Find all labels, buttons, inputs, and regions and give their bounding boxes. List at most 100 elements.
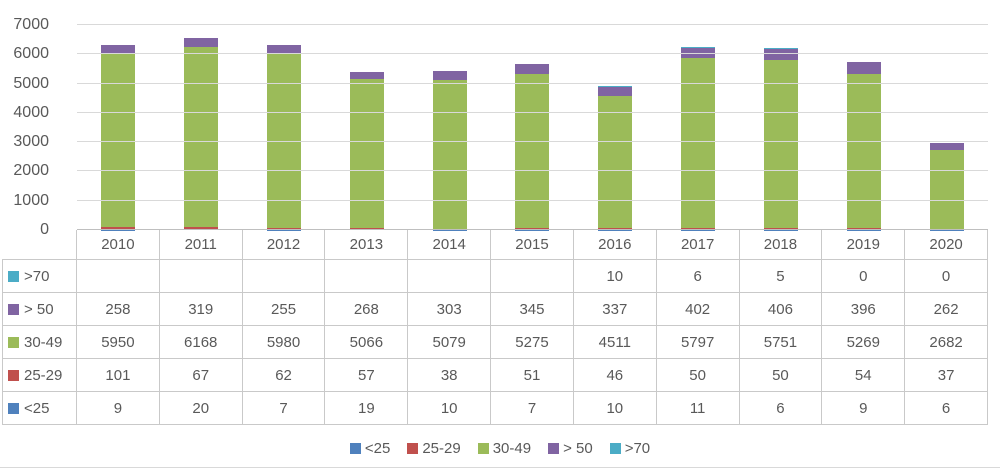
legend-item-gt-50: > 50 — [548, 440, 593, 457]
bar-segment-gt-50-2020 — [929, 142, 964, 151]
cell-30-49-2018: 5751 — [739, 326, 823, 359]
year-cell-2018: 2018 — [739, 230, 823, 260]
cell-gt-70-2017: 6 — [656, 260, 740, 293]
series-swatch-gt-70 — [8, 270, 19, 282]
bar-slot-2015 — [491, 25, 574, 230]
bar-segment-30-49-2016 — [598, 96, 633, 229]
cell-lt-25-2012: 7 — [242, 392, 326, 425]
table-row-25-29: 25-29 101 67 62 57 38 51 46 50 50 54 37 — [2, 359, 988, 392]
bar-segment-gt-50-2013 — [349, 71, 384, 80]
row-header-gt-70: >70 — [2, 260, 77, 293]
y-tick-label-0: 0 — [40, 221, 49, 238]
table-row-gt-70: >70 10 6 5 0 0 — [2, 260, 988, 293]
cell-gt-50-2019: 396 — [822, 293, 906, 326]
bar-segment-25-29-2013 — [349, 227, 384, 230]
bar-segment-gt-50-2014 — [432, 71, 467, 80]
table-row-30-49: 30-49 5950 6168 5980 5066 5079 5275 4511 5797 575… — [2, 326, 988, 359]
bar-segment-30-49-2018 — [763, 59, 798, 229]
row-header-30-49: 30-49 — [2, 326, 77, 359]
bar-segment-25-29-2017 — [681, 228, 716, 230]
table-corner-cell — [2, 230, 77, 260]
y-tick-label-3000: 3000 — [13, 133, 49, 151]
cell-gt-70-2015 — [491, 260, 574, 293]
gridline-4000 — [77, 111, 988, 113]
table-body: >70 10 6 5 0 0 > 50 258 319 255 268 303 345 337 402 406… — [2, 260, 988, 425]
y-tick-label-6000: 6000 — [13, 45, 49, 63]
bar-slot-2012 — [243, 25, 326, 230]
bar-segment-gt-50-2012 — [267, 45, 302, 53]
cell-gt-70-2018: 5 — [739, 260, 823, 293]
gridline-5000 — [77, 82, 988, 84]
bar-2019 — [846, 25, 881, 230]
gridline-1000 — [77, 199, 988, 201]
y-tick-label-5000: 5000 — [13, 74, 49, 92]
bar-2015 — [515, 25, 550, 230]
series-swatch-30-49 — [8, 336, 19, 348]
cell-gt-50-2018: 406 — [739, 293, 823, 326]
table-year-row: 2010 2011 2012 2013 2014 2015 2016 2017 2018 2019… — [2, 230, 988, 260]
cell-gt-50-2011: 319 — [159, 293, 243, 326]
gridline-7000 — [77, 24, 988, 25]
bar-2011 — [184, 25, 219, 230]
cell-lt-25-2011: 20 — [159, 392, 243, 425]
cell-25-29-2019: 54 — [822, 359, 906, 392]
year-cell-2015: 2015 — [491, 230, 574, 260]
row-label-30-49: 30-49 — [24, 333, 63, 351]
cell-25-29-2017: 50 — [656, 359, 740, 392]
legend-item-30-49: 30-49 — [477, 439, 532, 457]
cell-30-49-2014: 5079 — [408, 326, 492, 359]
legend-item-25-29: 25-29 — [407, 440, 461, 457]
y-axis-labels: 0 1000 2000 3000 4000 5000 6000 7000 — [0, 17, 63, 238]
year-cell-2011: 2011 — [159, 230, 243, 260]
bar-2012 — [267, 25, 302, 230]
row-label-lt-25: <25 — [24, 399, 50, 417]
cell-25-29-2011: 67 — [159, 359, 243, 392]
cell-25-29-2020: 37 — [905, 359, 988, 392]
legend-label-30-49: 30-49 — [492, 439, 532, 457]
bar-segment-30-49-2012 — [267, 52, 302, 228]
cell-gt-70-2020: 0 — [905, 260, 988, 293]
cell-30-49-2013: 5066 — [325, 326, 409, 359]
cell-lt-25-2015: 7 — [491, 392, 574, 425]
year-cell-2017: 2017 — [656, 230, 740, 260]
bar-segment-25-29-2011 — [184, 227, 219, 230]
bar-slot-2011 — [160, 25, 243, 230]
cell-lt-25-2018: 6 — [739, 392, 823, 425]
legend-swatch-gt-70 — [609, 442, 621, 454]
cell-25-29-2014: 38 — [408, 359, 492, 392]
cell-25-29-2010: 101 — [77, 359, 160, 392]
bar-slot-2020 — [905, 25, 988, 230]
gridline-3000 — [77, 141, 988, 143]
legend-label-gt-50: > 50 — [563, 439, 593, 457]
bar-slot-2019 — [822, 25, 905, 230]
bar-segment-gt-50-2010 — [101, 44, 136, 53]
bar-segment-gt-50-2019 — [846, 62, 881, 74]
legend-label-gt-70: >70 — [624, 439, 651, 457]
bar-segment-30-49-2014 — [432, 79, 467, 229]
cell-25-29-2013: 57 — [325, 359, 409, 392]
cell-gt-70-2016: 10 — [573, 260, 657, 293]
bar-segment-30-49-2011 — [184, 46, 219, 228]
series-swatch-gt-50 — [8, 303, 19, 315]
legend-item-gt-70: >70 — [609, 439, 651, 457]
row-label-25-29: 25-29 — [24, 366, 63, 384]
row-label-gt-70: >70 — [24, 267, 50, 285]
cell-gt-70-2013 — [325, 260, 409, 293]
cell-gt-50-2012: 255 — [242, 293, 326, 326]
table-row-gt-50: > 50 258 319 255 268 303 345 337 402 406 396 262 — [2, 293, 988, 326]
year-cell-2012: 2012 — [242, 230, 326, 260]
cell-gt-50-2017: 402 — [656, 293, 740, 326]
legend-item-lt-25: <25 — [349, 440, 390, 457]
cell-lt-25-2017: 11 — [656, 392, 740, 425]
row-header-lt-25: <25 — [2, 392, 77, 425]
bar-slot-2010 — [77, 25, 160, 230]
data-table: 2010 2011 2012 2013 2014 2015 2016 2017 2018 2019… — [2, 230, 988, 425]
gridline-0 — [77, 229, 988, 230]
gridline-6000 — [77, 53, 988, 55]
cell-lt-25-2010: 9 — [77, 392, 160, 425]
cell-30-49-2020: 2682 — [905, 326, 988, 359]
cell-30-49-2015: 5275 — [491, 326, 574, 359]
cell-gt-70-2014 — [408, 260, 492, 293]
gridline-2000 — [77, 170, 988, 172]
cell-gt-50-2014: 303 — [408, 293, 492, 326]
